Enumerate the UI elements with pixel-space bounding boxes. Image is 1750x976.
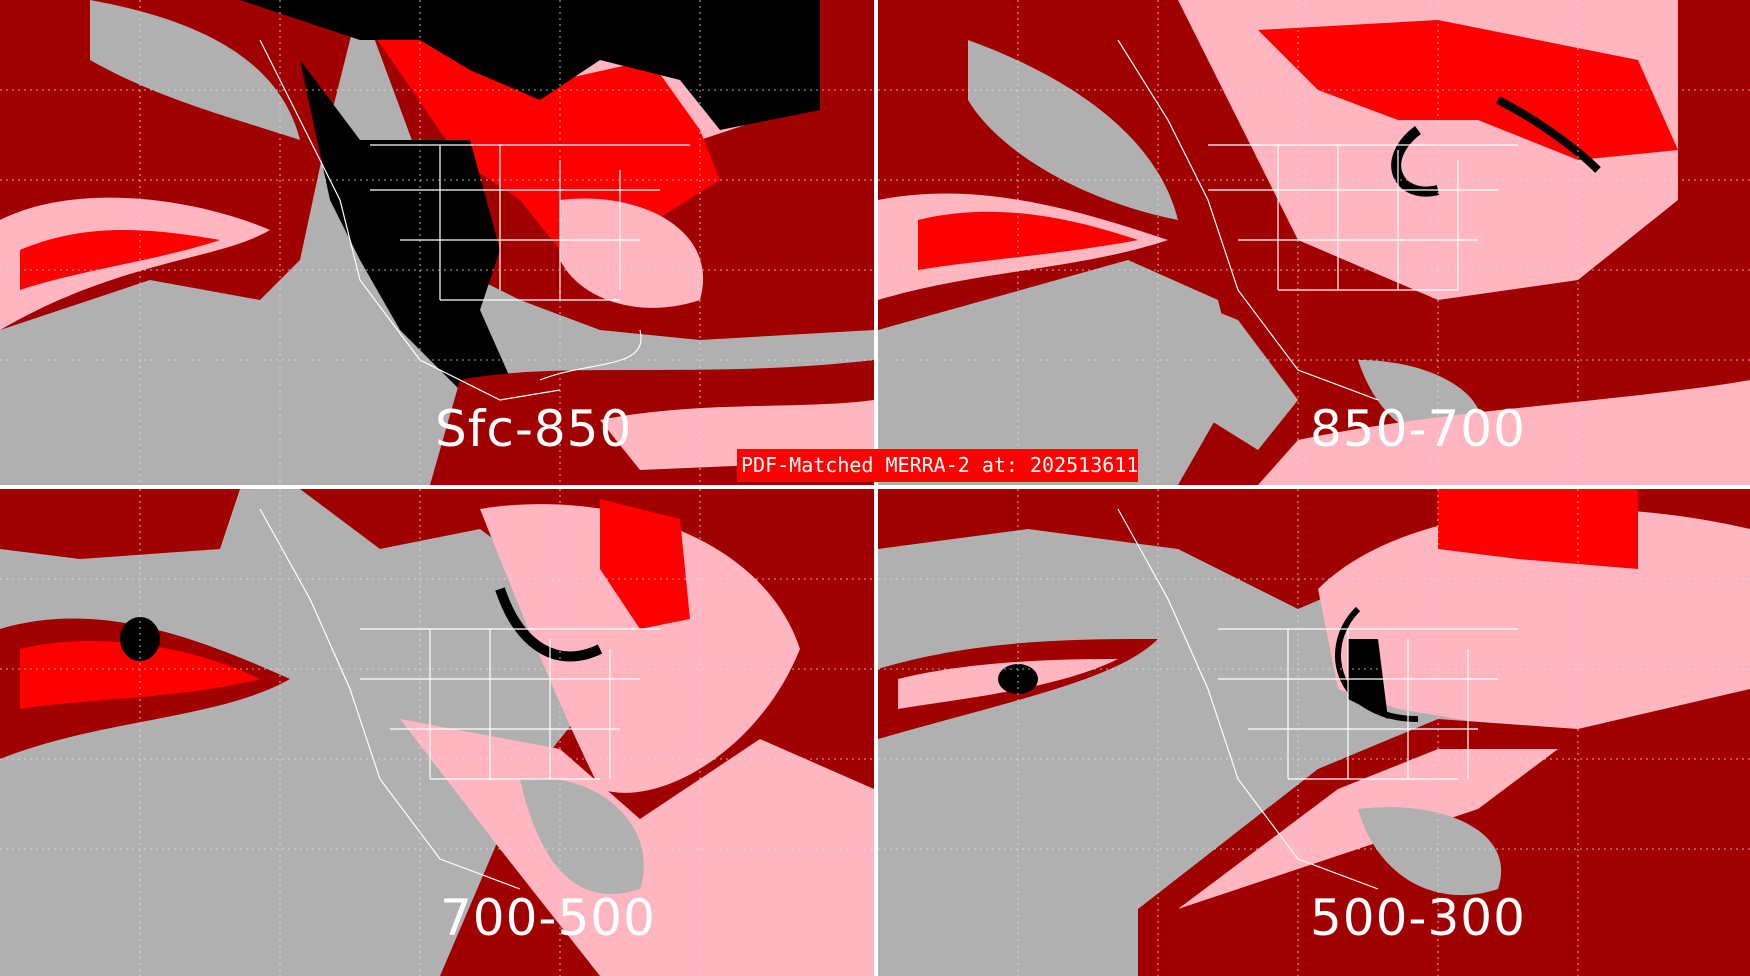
panel-label-500-300: 500-300 [1310,889,1526,947]
title-banner: PDF-Matched MERRA-2 at: 202513611 [737,449,1139,482]
panel-label-850-700: 850-700 [1310,400,1526,458]
map-500-300 [878,489,1750,976]
map-panel-700-500: 700-500 [0,489,874,976]
map-sfc-850 [0,0,874,485]
map-700-500 [0,489,874,976]
title-text: PDF-Matched MERRA-2 at: 202513611 [741,453,1139,477]
map-panel-500-300: 500-300 [878,489,1750,976]
map-panel-850-700: 850-700 [878,0,1750,485]
map-850-700 [878,0,1750,485]
panel-label-sfc-850: Sfc-850 [435,400,633,458]
panel-label-700-500: 700-500 [440,889,656,947]
map-panel-sfc-850: Sfc-850 [0,0,874,485]
